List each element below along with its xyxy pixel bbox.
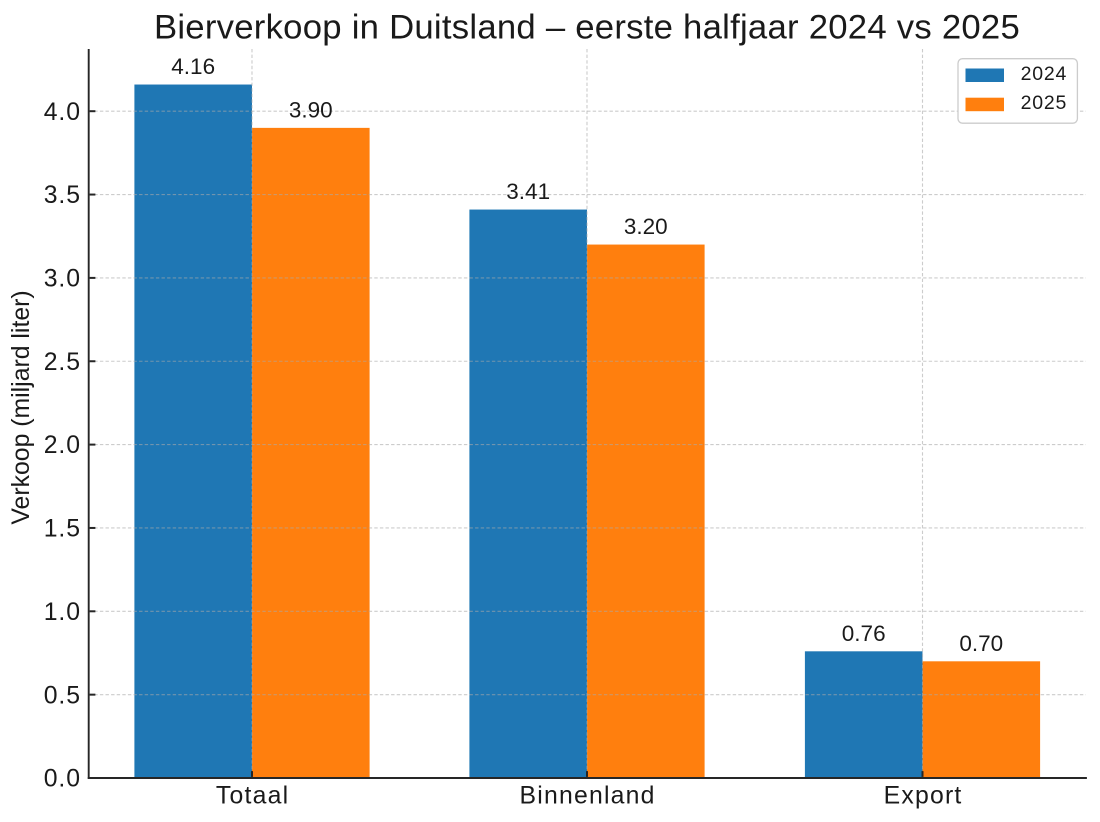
- svg-text:2.0: 2.0: [44, 432, 81, 459]
- svg-text:2025: 2025: [1021, 92, 1068, 114]
- svg-text:4.16: 4.16: [171, 54, 215, 79]
- svg-text:0.5: 0.5: [44, 682, 81, 709]
- svg-text:0.76: 0.76: [842, 621, 886, 646]
- svg-text:0.0: 0.0: [44, 766, 81, 793]
- svg-text:2.5: 2.5: [44, 349, 81, 376]
- svg-text:Export: Export: [884, 782, 963, 809]
- svg-text:1.0: 1.0: [44, 599, 81, 626]
- svg-text:0.70: 0.70: [959, 631, 1003, 656]
- svg-text:3.41: 3.41: [506, 179, 550, 204]
- svg-text:Bierverkoop in Duitsland – eer: Bierverkoop in Duitsland – eerste halfja…: [154, 9, 1020, 47]
- svg-text:3.0: 3.0: [44, 266, 81, 293]
- svg-text:Verkoop (miljard liter): Verkoop (miljard liter): [8, 290, 35, 524]
- svg-text:1.5: 1.5: [44, 516, 81, 543]
- svg-text:2024: 2024: [1021, 63, 1068, 85]
- svg-text:3.20: 3.20: [624, 214, 668, 239]
- svg-text:4.0: 4.0: [44, 99, 81, 126]
- svg-text:3.5: 3.5: [44, 182, 81, 209]
- svg-text:3.90: 3.90: [289, 97, 333, 122]
- svg-text:Binnenland: Binnenland: [520, 782, 656, 809]
- svg-text:Totaal: Totaal: [216, 782, 289, 809]
